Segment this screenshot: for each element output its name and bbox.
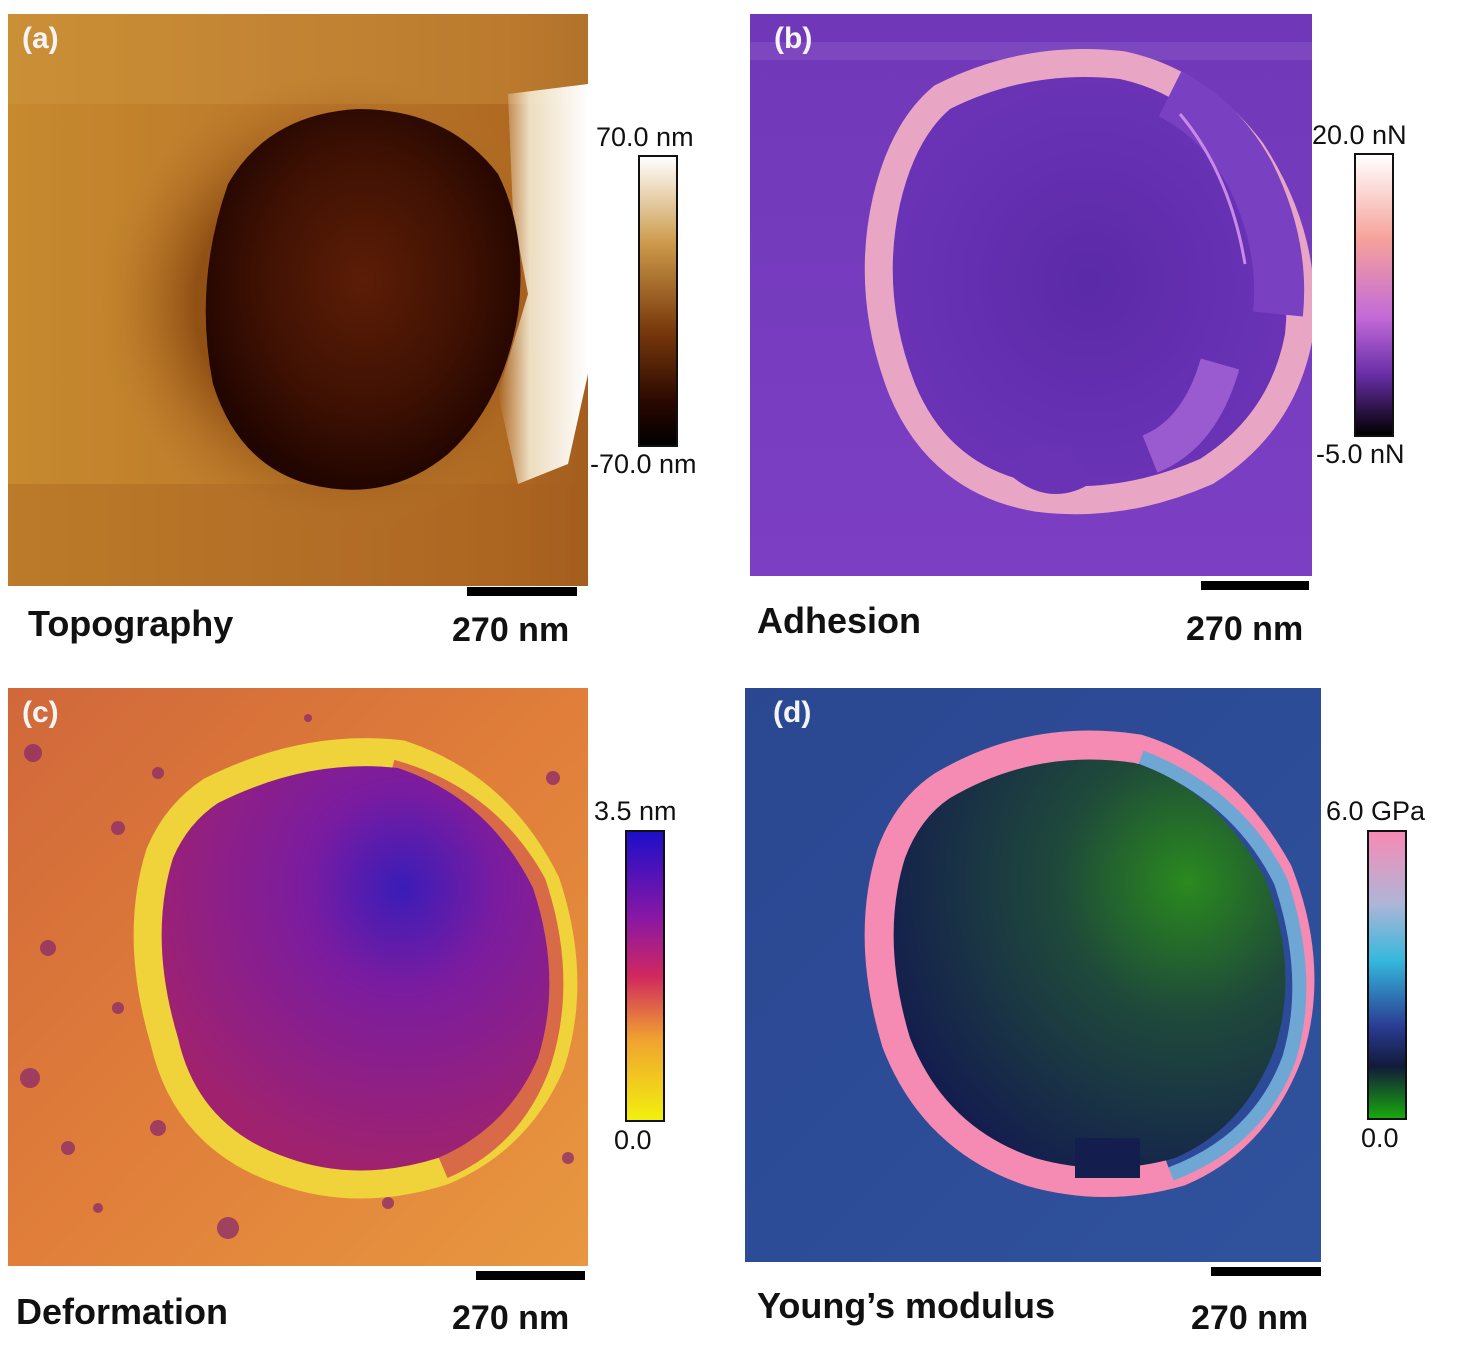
topography-caption: Topography bbox=[28, 603, 234, 644]
adhesion-colorbar-min: -5.0 nN bbox=[1316, 439, 1405, 469]
topography-image: (a) bbox=[8, 14, 588, 586]
topography-colorbar-min: -70.0 nm bbox=[590, 449, 697, 479]
youngs-modulus-caption: Young’s modulus bbox=[757, 1285, 1055, 1326]
topography-scale-bar bbox=[467, 587, 577, 596]
deformation-image: (c) bbox=[8, 688, 588, 1266]
deformation-scale-bar bbox=[476, 1271, 585, 1280]
deformation-colorbar-max: 3.5 nm bbox=[594, 796, 677, 826]
deformation-caption: Deformation bbox=[16, 1291, 229, 1332]
panel-c-label: (c) bbox=[22, 696, 59, 729]
youngs-modulus-colorbar-min: 0.0 bbox=[1361, 1123, 1399, 1153]
adhesion-colorbar bbox=[1354, 153, 1394, 437]
deformation-colorbar bbox=[625, 830, 665, 1122]
youngs-modulus-image: (d) bbox=[745, 688, 1321, 1262]
deformation-scale-label: 270 nm bbox=[452, 1299, 570, 1337]
youngs-modulus-colorbar bbox=[1367, 830, 1407, 1120]
youngs-modulus-colorbar-max: 6.0 GPa bbox=[1326, 796, 1426, 826]
adhesion-scale-bar bbox=[1201, 581, 1309, 590]
topography-colorbar bbox=[638, 155, 678, 447]
adhesion-caption: Adhesion bbox=[757, 600, 922, 641]
adhesion-image: (b) bbox=[750, 14, 1312, 576]
deformation-colorbar-min: 0.0 bbox=[614, 1125, 652, 1155]
adhesion-colorbar-max: 20.0 nN bbox=[1312, 120, 1407, 150]
topography-colorbar-max: 70.0 nm bbox=[596, 122, 694, 152]
topography-scale-label: 270 nm bbox=[452, 611, 570, 649]
youngs-modulus-scale-bar bbox=[1211, 1267, 1321, 1276]
panel-d-label: (d) bbox=[773, 696, 812, 729]
panel-b-label: (b) bbox=[774, 22, 813, 55]
adhesion-scale-label: 270 nm bbox=[1186, 610, 1304, 648]
youngs-modulus-scale-label: 270 nm bbox=[1191, 1299, 1309, 1337]
panel-a-label: (a) bbox=[22, 22, 59, 55]
